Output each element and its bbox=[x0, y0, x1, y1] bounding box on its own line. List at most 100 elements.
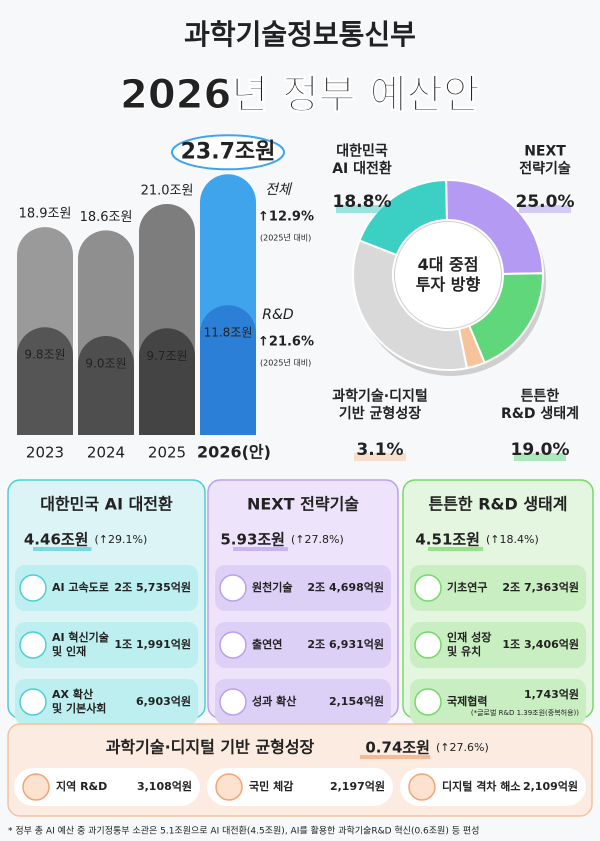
rnd-bar bbox=[139, 328, 195, 435]
item-icon bbox=[22, 773, 50, 801]
item-name: 출연연 bbox=[252, 637, 282, 651]
item-row bbox=[410, 565, 586, 611]
donut-value-label: 18.8% bbox=[333, 192, 392, 212]
amount-underline bbox=[33, 547, 92, 551]
value-underline bbox=[514, 453, 566, 461]
item-row bbox=[215, 679, 391, 725]
donut-center-label: 4대 중점 투자 방향 bbox=[416, 255, 481, 294]
donut-value-label: 3.1% bbox=[356, 440, 403, 460]
rnd-bar bbox=[17, 327, 73, 435]
item-name: AI 고속도로 bbox=[52, 581, 109, 594]
rnd-bar bbox=[78, 336, 134, 435]
item-row bbox=[410, 622, 586, 668]
change-label: ↑12.9% bbox=[258, 210, 314, 225]
amount-underline bbox=[233, 547, 288, 551]
item-icon bbox=[414, 631, 442, 659]
total-value-label: 21.0조원 bbox=[141, 184, 194, 199]
total-value-label: 23.7조원 bbox=[181, 139, 276, 164]
panel-change: (↑27.8%) bbox=[291, 533, 344, 546]
donut-segment bbox=[445, 179, 545, 275]
change-note: (2025년 대비) bbox=[260, 358, 311, 368]
item-amount: 1,743억원 bbox=[524, 687, 579, 701]
item-row bbox=[410, 679, 586, 725]
item-amount: 1조 3,406억원 bbox=[502, 637, 579, 651]
amount-underline bbox=[428, 547, 483, 551]
legend-label: R&D bbox=[262, 307, 294, 323]
item-name: 국제협력 bbox=[447, 694, 487, 708]
donut-category-label: 대한민국 AI 대전환 bbox=[332, 142, 392, 177]
item-icon bbox=[19, 688, 47, 716]
item-icon bbox=[219, 631, 247, 659]
main-title: 2026년 정부 예산안 bbox=[120, 72, 480, 118]
panel-amount: 4.46조원 bbox=[24, 531, 89, 549]
item-name: AI 혁신기술 및 인재 bbox=[52, 630, 109, 658]
item-name: 디지털 격차 해소 bbox=[442, 779, 521, 793]
item-amount: 2,154억원 bbox=[329, 694, 384, 708]
item-row bbox=[207, 768, 393, 806]
item-row bbox=[15, 565, 198, 611]
item-note: (*글로벌 R&D 1.39조원(중복허용)) bbox=[471, 708, 579, 717]
change-label: ↑21.6% bbox=[258, 335, 314, 350]
item-row bbox=[400, 768, 586, 806]
item-name: AX 확산 및 기본사회 bbox=[52, 687, 106, 715]
item-icon bbox=[219, 574, 247, 602]
item-icon bbox=[215, 773, 243, 801]
item-icon bbox=[219, 688, 247, 716]
highlight-oval bbox=[171, 134, 285, 171]
donut-category-label: NEXT 전략기술 bbox=[519, 143, 571, 177]
donut-value-label: 19.0% bbox=[511, 440, 570, 460]
value-underline bbox=[519, 205, 571, 213]
item-amount: 2조 4,698억원 bbox=[307, 580, 384, 594]
panel-change: (↑29.1%) bbox=[95, 533, 148, 546]
item-amount: 2조 5,735억원 bbox=[114, 580, 191, 594]
donut-category-label: 튼튼한 R&D 생태계 bbox=[501, 388, 579, 422]
donut-hole bbox=[395, 222, 501, 328]
item-icon bbox=[414, 688, 442, 716]
item-amount: 2조 7,363억원 bbox=[502, 580, 579, 594]
total-value-label: 18.9조원 bbox=[19, 207, 72, 222]
item-name: 지역 R&D bbox=[56, 779, 107, 793]
rnd-value-label: 11.8조원 bbox=[204, 326, 253, 340]
item-icon bbox=[19, 631, 47, 659]
donut-segment bbox=[352, 239, 469, 371]
item-name: 성과 확산 bbox=[252, 694, 296, 708]
item-name: 기초연구 bbox=[447, 580, 487, 594]
amount-underline bbox=[360, 755, 430, 759]
item-name: 인재 성장 및 유치 bbox=[447, 630, 491, 658]
panel-title: 대한민국 AI 대전환 bbox=[40, 495, 173, 514]
item-row bbox=[215, 622, 391, 668]
item-amount: 6,903억원 bbox=[136, 694, 191, 708]
value-underline bbox=[336, 205, 388, 213]
item-icon bbox=[414, 574, 442, 602]
panel-amount: 4.51조원 bbox=[415, 531, 480, 549]
x-tick-label: 2026(안) bbox=[197, 443, 271, 462]
item-icon bbox=[408, 773, 436, 801]
footnote: * 정부 총 AI 예산 중 과기정통부 소관은 5.1조원으로 AI 대전환(… bbox=[8, 825, 479, 837]
panel-title: NEXT 전략기술 bbox=[247, 495, 359, 514]
legend-label: 전체 bbox=[265, 182, 293, 198]
panel-title: 과학기술·디지털 기반 균형성장 bbox=[106, 738, 315, 757]
panel-change: (↑18.4%) bbox=[486, 533, 539, 546]
x-tick-label: 2023 bbox=[26, 444, 64, 462]
item-amount: 3,108억원 bbox=[137, 779, 192, 793]
rnd-value-label: 9.7조원 bbox=[146, 349, 187, 363]
total-value-label: 18.6조원 bbox=[80, 210, 133, 225]
item-name: 국민 체감 bbox=[249, 779, 293, 793]
donut-category-label: 과학기술·디지털 기반 균형성장 bbox=[332, 387, 427, 422]
item-amount: 2,109억원 bbox=[523, 779, 578, 793]
item-row bbox=[15, 679, 198, 725]
x-tick-label: 2025 bbox=[148, 444, 186, 462]
ministry: 과학기술정보통신부 bbox=[184, 18, 416, 51]
item-row bbox=[15, 622, 198, 668]
rnd-bar bbox=[200, 305, 256, 435]
item-amount: 2,197억원 bbox=[330, 779, 385, 793]
rnd-value-label: 9.8조원 bbox=[24, 348, 65, 362]
item-row bbox=[14, 768, 200, 806]
donut-value-label: 25.0% bbox=[516, 192, 575, 212]
item-icon bbox=[19, 574, 47, 602]
panel-amount: 0.74조원 bbox=[365, 739, 430, 757]
change-note: (2025년 대비) bbox=[260, 233, 311, 243]
item-name: 원천기술 bbox=[252, 580, 292, 594]
